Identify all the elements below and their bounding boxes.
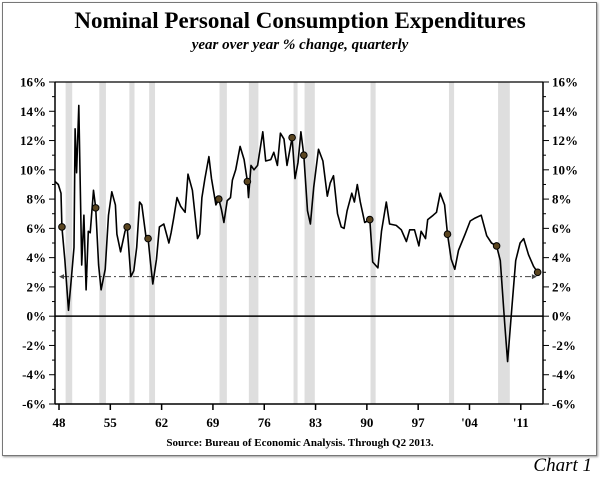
y-tick-label-left: 8% [27,192,47,207]
y-tick-label-right: 8% [552,192,572,207]
y-tick-label-right: 0% [552,309,572,324]
x-tick-label: '04 [461,415,478,430]
recession-start-marker [492,242,501,250]
recession-start-marker [533,268,542,277]
arrow-right-icon [531,274,537,280]
recession-bar [65,82,73,404]
source-note: Source: Bureau of Economic Analysis. Thr… [166,437,434,449]
recession-bar [149,82,156,404]
recession-start-marker [123,223,131,231]
y-tick-label-left: 0% [27,309,47,324]
recession-bar [304,82,315,404]
chart-number: Chart 1 [533,455,592,476]
y-tick-label-right: 6% [552,221,572,236]
x-tick-label: 76 [258,415,272,430]
x-tick-label: 90 [360,415,373,430]
y-tick-label-left: 10% [20,162,46,177]
y-tick-label-right: 14% [552,104,578,119]
arrow-left-icon [59,274,64,280]
chart-frame [2,2,597,456]
x-tick-label: 62 [155,415,168,430]
y-tick-label-right: 16% [552,75,578,90]
y-tick-label-left: 6% [27,221,47,236]
recession-bar [129,82,135,404]
recession-start-marker [300,151,308,159]
recession-start-marker [58,223,66,231]
recession-start-marker [365,215,374,224]
y-tick-label-left: 14% [20,104,46,119]
y-tick-label-right: -6% [552,397,576,412]
chart-subtitle: year over year % change, quarterly [191,37,409,53]
x-tick-label: 69 [206,415,220,430]
recession-bar [99,82,106,404]
recession-start-marker [91,204,100,212]
y-tick-label-right: -4% [552,367,576,382]
y-tick-label-right: 12% [552,133,578,148]
y-tick-label-left: 4% [27,250,47,265]
x-tick-label: '11 [513,415,529,430]
y-tick-label-left: 2% [27,279,47,294]
recession-bar [498,82,510,404]
recession-bar [370,82,376,404]
x-tick-label: 48 [53,415,67,430]
y-tick-label-right: 2% [552,279,572,294]
recession-start-marker [144,234,152,243]
y-tick-label-left: 12% [20,133,46,148]
recession-start-marker [443,230,452,239]
y-tick-label-left: -2% [22,338,46,353]
recession-bar [448,82,455,404]
y-tick-label-left: -4% [22,367,46,382]
recession-start-marker [214,195,223,203]
recession-start-marker [243,177,252,186]
pce-line [54,104,539,363]
recession-bar [248,82,259,404]
x-tick-label: 83 [309,415,323,430]
y-tick-label-right: 4% [552,250,572,265]
chart-title: Nominal Personal Consumption Expenditure… [74,8,526,33]
x-tick-label: 97 [412,415,426,430]
y-tick-label-left: -6% [22,397,46,412]
x-tick-label: 55 [104,415,118,430]
y-tick-label-left: 16% [20,75,46,90]
recession-start-marker [288,133,296,142]
y-tick-label-right: -2% [552,338,576,353]
recession-bar [293,82,298,404]
y-tick-label-right: 10% [552,162,578,177]
recession-bar [219,82,227,404]
